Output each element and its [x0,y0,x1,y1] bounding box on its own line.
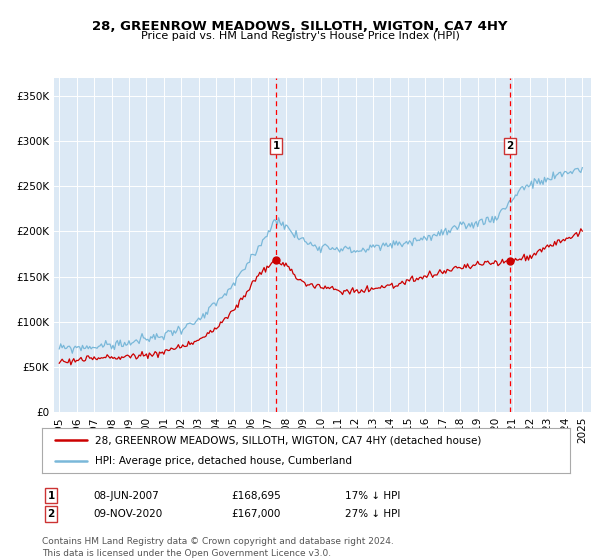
Text: Price paid vs. HM Land Registry's House Price Index (HPI): Price paid vs. HM Land Registry's House … [140,31,460,41]
Text: 08-JUN-2007: 08-JUN-2007 [93,491,159,501]
Text: 28, GREENROW MEADOWS, SILLOTH, WIGTON, CA7 4HY: 28, GREENROW MEADOWS, SILLOTH, WIGTON, C… [92,20,508,33]
Text: HPI: Average price, detached house, Cumberland: HPI: Average price, detached house, Cumb… [95,456,352,466]
Text: 2: 2 [506,141,514,151]
Text: 1: 1 [47,491,55,501]
Text: 09-NOV-2020: 09-NOV-2020 [93,509,162,519]
Text: 1: 1 [272,141,280,151]
Text: 2: 2 [47,509,55,519]
Text: 28, GREENROW MEADOWS, SILLOTH, WIGTON, CA7 4HY (detached house): 28, GREENROW MEADOWS, SILLOTH, WIGTON, C… [95,436,481,446]
Text: 17% ↓ HPI: 17% ↓ HPI [345,491,400,501]
Text: £167,000: £167,000 [231,509,280,519]
Text: Contains HM Land Registry data © Crown copyright and database right 2024.
This d: Contains HM Land Registry data © Crown c… [42,537,394,558]
Text: 27% ↓ HPI: 27% ↓ HPI [345,509,400,519]
Text: £168,695: £168,695 [231,491,281,501]
